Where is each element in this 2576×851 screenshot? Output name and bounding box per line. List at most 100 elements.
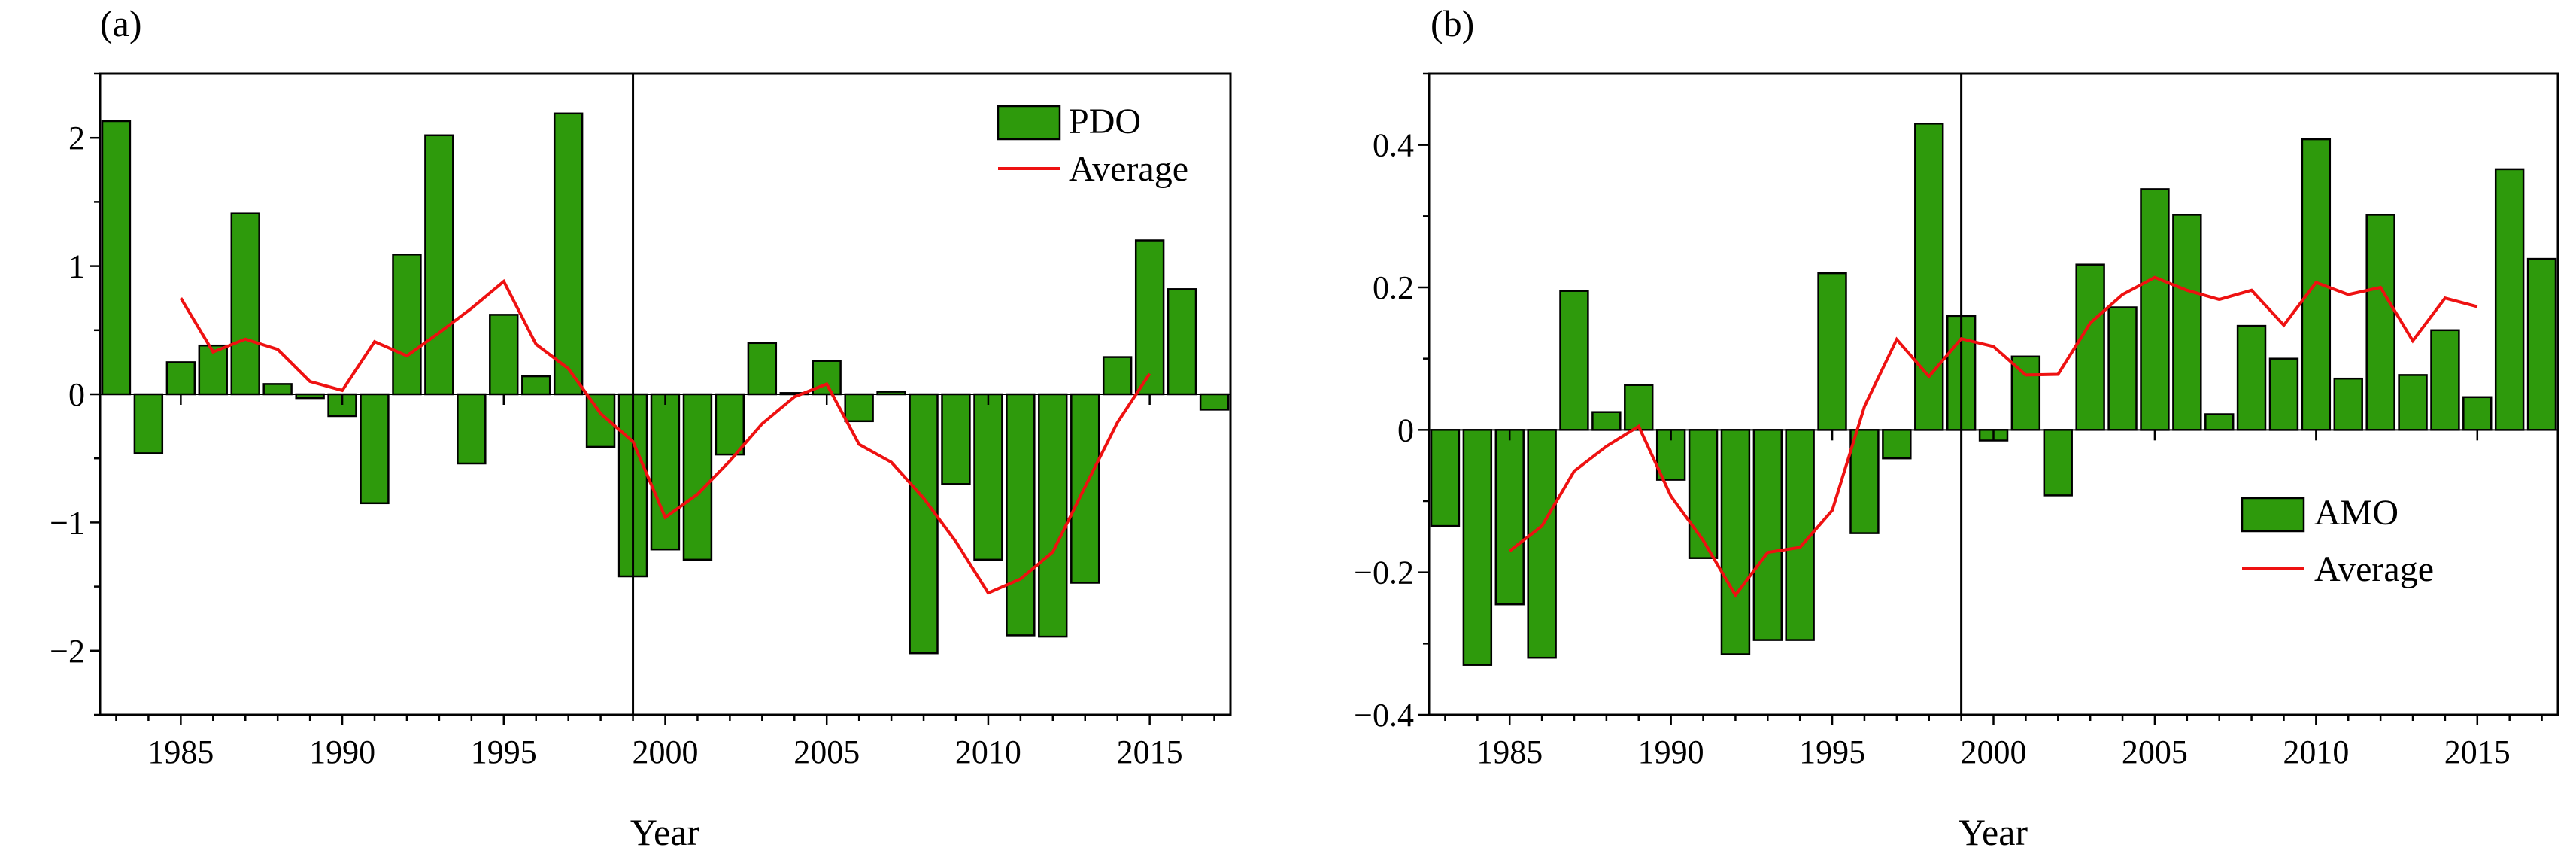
x-tick-label-1985: 1985 bbox=[1476, 734, 1543, 770]
panel-b-legend: AMO Average bbox=[2241, 493, 2434, 589]
bar-2008 bbox=[2236, 324, 2267, 431]
bar-2007 bbox=[2204, 413, 2235, 431]
bar-1994 bbox=[457, 393, 487, 465]
y-tick-label-0: −0.4 bbox=[1354, 697, 1414, 734]
bar-1984 bbox=[133, 393, 164, 454]
bar-2017 bbox=[1199, 393, 1230, 411]
panel-a-legend-line-label: Average bbox=[1069, 149, 1188, 189]
x-tick-label-1995: 1995 bbox=[1799, 734, 1865, 770]
bar-1993 bbox=[1752, 429, 1783, 641]
bar-2012 bbox=[2365, 214, 2395, 431]
y-tick-label-0: −2 bbox=[50, 633, 85, 670]
panel-a-y-ticks: −2 −1 0 1 2 bbox=[50, 72, 100, 716]
bar-1985 bbox=[1494, 429, 1525, 606]
bar-2006 bbox=[844, 393, 874, 423]
x-tick-label-2000: 2000 bbox=[633, 734, 699, 770]
bar-2008 bbox=[909, 393, 939, 655]
bar-2003 bbox=[2075, 263, 2105, 431]
bar-1987 bbox=[1559, 290, 1589, 431]
bar-1988 bbox=[262, 383, 293, 396]
bar-1985 bbox=[165, 361, 196, 396]
panel-b: (b) 1985 1990 1995 2000 2005 2010 2015 −0.4−0.… bbox=[1354, 2, 2559, 851]
bar-1997 bbox=[1882, 429, 1912, 460]
panel-a-legend: PDO Average bbox=[997, 102, 1188, 189]
bar-1983 bbox=[101, 120, 132, 396]
x-tick-label-2010: 2010 bbox=[955, 734, 1021, 770]
x-tick-label-1995: 1995 bbox=[471, 734, 537, 770]
x-tick-label-1990: 1990 bbox=[1638, 734, 1704, 770]
bar-2013 bbox=[2398, 374, 2428, 431]
panel-b-legend-line-label: Average bbox=[2314, 549, 2434, 589]
x-tick-label-1985: 1985 bbox=[147, 734, 214, 770]
bar-2006 bbox=[2172, 214, 2202, 431]
panel-b-average-line bbox=[1508, 275, 2478, 598]
bar-1992 bbox=[392, 254, 422, 396]
panel-b-label: (b) bbox=[1431, 2, 1474, 44]
bar-1997 bbox=[553, 112, 584, 396]
bar-2014 bbox=[2430, 329, 2460, 431]
x-tick-label-2015: 2015 bbox=[2444, 734, 2511, 770]
bar-2010 bbox=[973, 393, 1003, 561]
y-tick-label-4: 2 bbox=[68, 120, 85, 157]
bar-1986 bbox=[1527, 429, 1557, 659]
bar-2011 bbox=[1006, 393, 1036, 637]
panel-b-legend-bar-swatch bbox=[2241, 497, 2305, 533]
bar-2003 bbox=[747, 342, 778, 396]
panel-a-x-ticks: 1985 1990 1995 2000 2005 2010 2015 bbox=[115, 394, 1215, 770]
bar-1998 bbox=[1914, 123, 1944, 431]
panel-b-x-ticks: 1985 1990 1995 2000 2005 2010 2015 bbox=[1444, 430, 2543, 770]
panel-a-legend-bar-swatch bbox=[997, 105, 1061, 141]
y-tick-label-3: 0.2 bbox=[1373, 269, 1414, 306]
bar-2016 bbox=[2494, 168, 2525, 431]
y-tick-label-4: 0.4 bbox=[1373, 127, 1414, 164]
y-tick-label-3: 1 bbox=[68, 248, 85, 285]
y-tick-label-2: 0 bbox=[1397, 412, 1414, 448]
panel-a: (a) 1985 1990 1995 2000 2005 2010 2015 −2 −1 0 1 2… bbox=[50, 2, 1232, 851]
panel-a-label: (a) bbox=[100, 2, 142, 44]
panel-b-legend-bar-label: AMO bbox=[2314, 493, 2399, 533]
bar-1987 bbox=[230, 212, 260, 396]
bar-1988 bbox=[1591, 411, 1622, 431]
x-tick-label-1990: 1990 bbox=[309, 734, 375, 770]
panel-a-bars bbox=[101, 112, 1230, 655]
bar-2011 bbox=[2333, 377, 2363, 431]
bar-2016 bbox=[1167, 288, 1197, 396]
x-tick-label-2005: 2005 bbox=[793, 734, 860, 770]
panel-a-x-axis-title: Year bbox=[630, 811, 699, 851]
panel-b-y-ticks: −0.4 −0.2 0 0.2 0.4 bbox=[1354, 72, 1429, 734]
bar-1992 bbox=[1720, 429, 1751, 655]
bar-2001 bbox=[2010, 355, 2041, 431]
bar-2015 bbox=[1134, 239, 1165, 396]
bar-2005 bbox=[2140, 188, 2170, 431]
bar-1995 bbox=[1817, 272, 1847, 431]
y-tick-label-1: −1 bbox=[50, 504, 85, 541]
bar-2014 bbox=[1102, 356, 1133, 396]
bar-2000 bbox=[650, 393, 681, 551]
bar-2009 bbox=[2268, 357, 2299, 431]
bar-2015 bbox=[2462, 396, 2493, 431]
bar-1996 bbox=[1849, 429, 1880, 534]
panel-b-x-axis-title: Year bbox=[1959, 811, 2028, 851]
bar-1993 bbox=[424, 134, 454, 396]
panel-a-average-line bbox=[179, 278, 1151, 595]
bar-1996 bbox=[521, 375, 551, 396]
bar-1995 bbox=[489, 314, 519, 396]
bar-2009 bbox=[941, 393, 971, 485]
y-tick-label-2: 0 bbox=[68, 376, 85, 413]
bar-2002 bbox=[715, 393, 745, 456]
y-tick-label-1: −0.2 bbox=[1354, 555, 1414, 591]
bar-1991 bbox=[360, 393, 390, 505]
bar-1983 bbox=[1430, 429, 1461, 527]
bar-1984 bbox=[1462, 429, 1493, 666]
x-tick-label-2015: 2015 bbox=[1117, 734, 1183, 770]
bar-2012 bbox=[1038, 393, 1068, 638]
panel-b-bars bbox=[1430, 123, 2557, 666]
bar-2001 bbox=[682, 393, 713, 561]
bar-2017 bbox=[2526, 257, 2557, 431]
bar-1989 bbox=[1624, 384, 1654, 431]
x-tick-label-2010: 2010 bbox=[2283, 734, 2349, 770]
x-tick-label-2000: 2000 bbox=[1961, 734, 2027, 770]
panel-a-legend-bar-label: PDO bbox=[1069, 102, 1141, 141]
x-tick-label-2005: 2005 bbox=[2122, 734, 2188, 770]
